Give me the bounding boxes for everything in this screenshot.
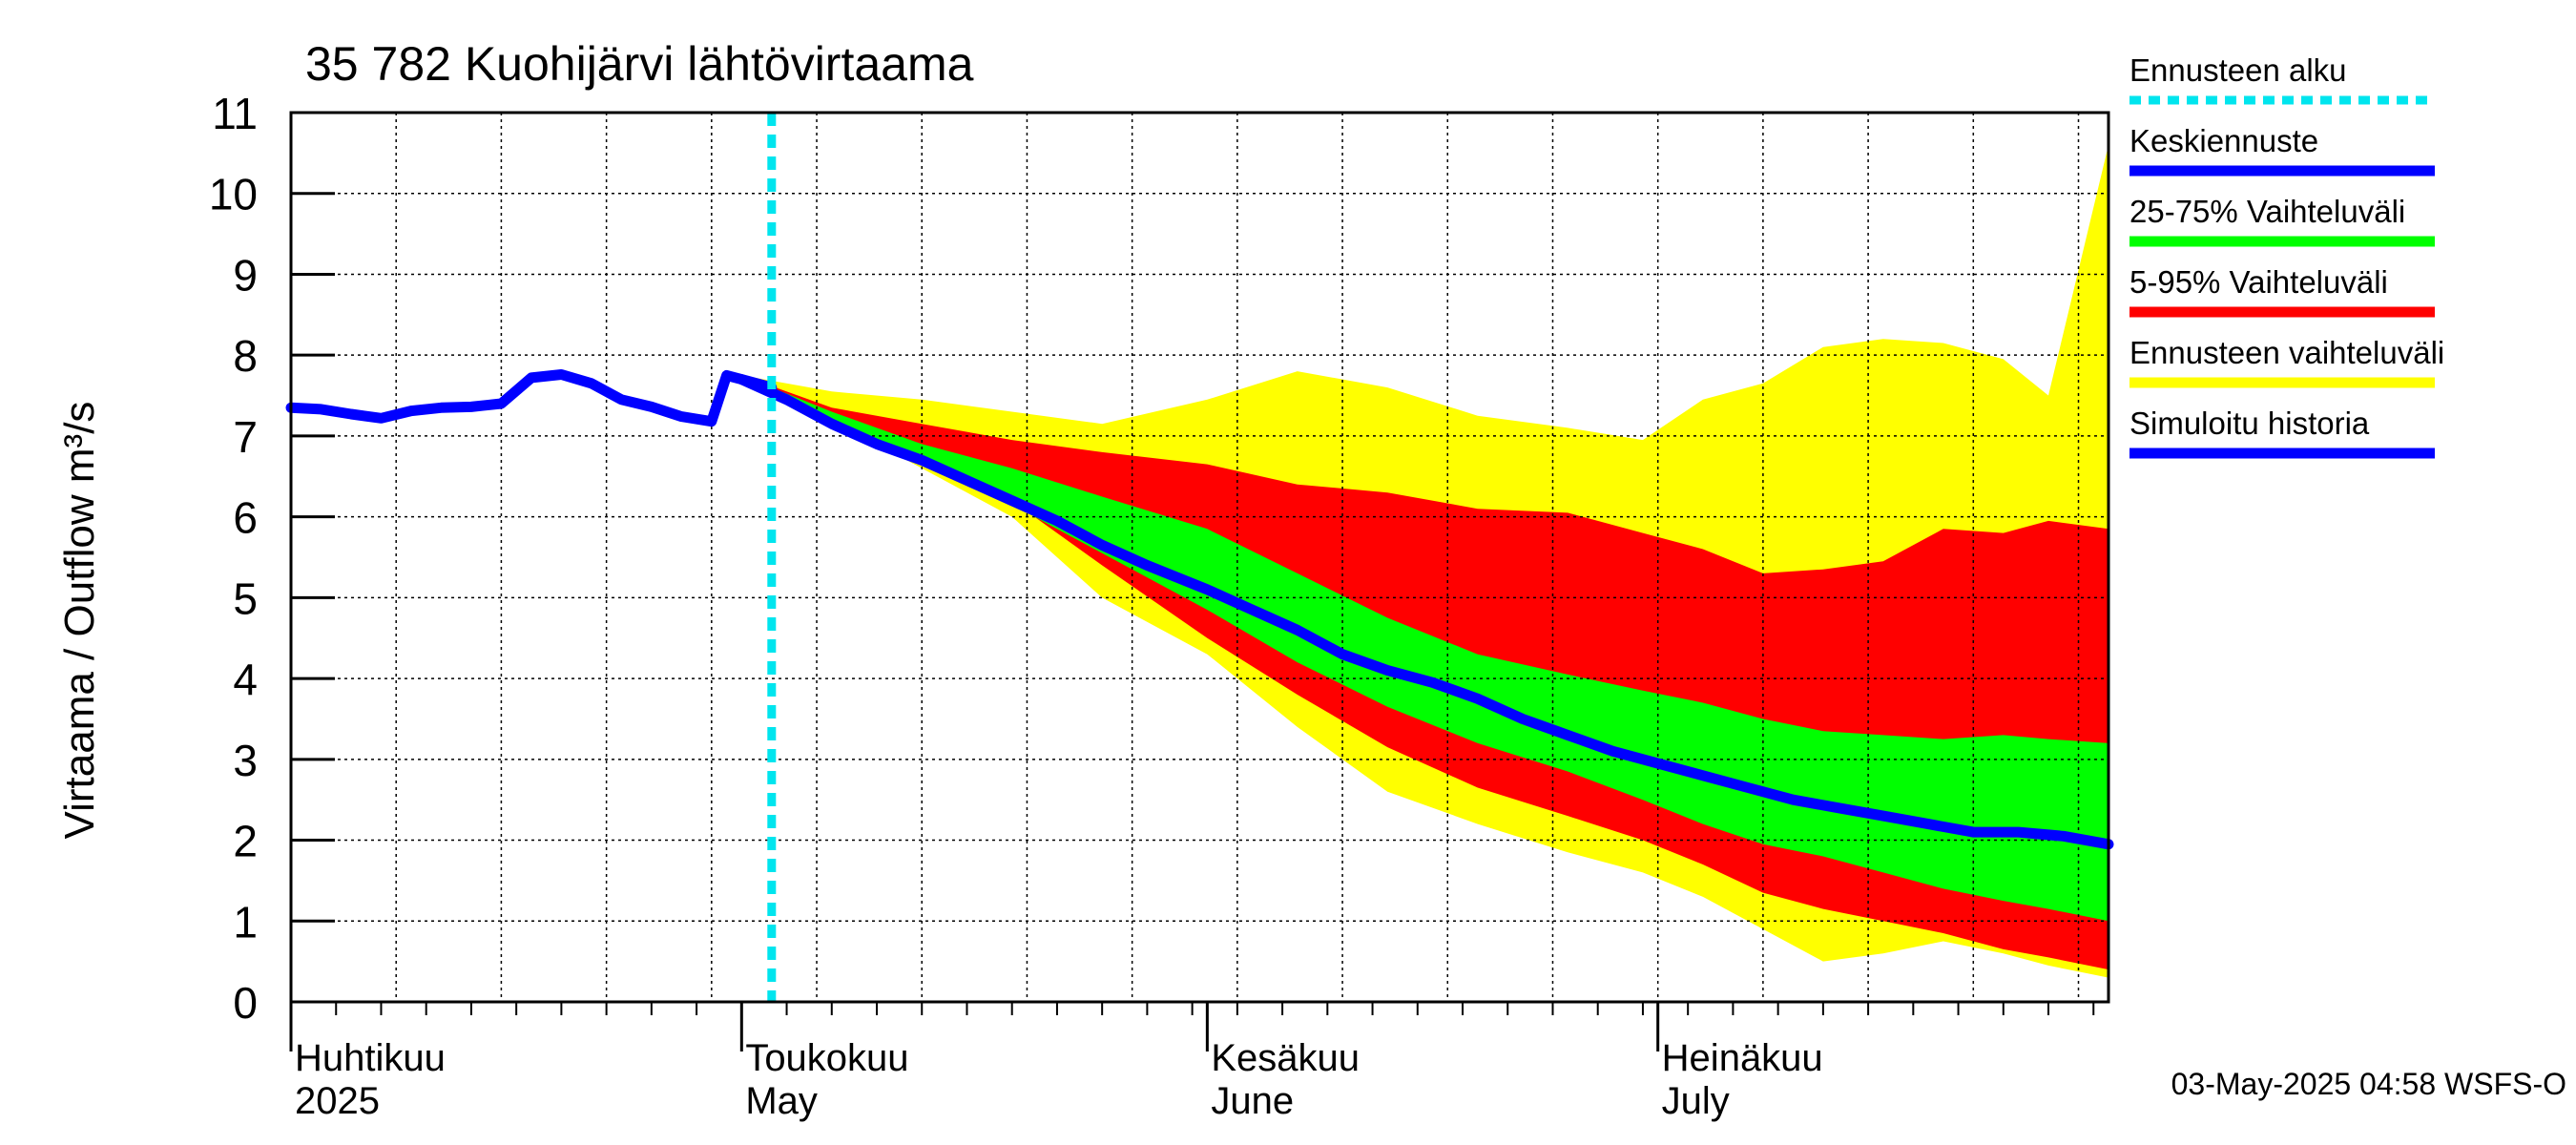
history-line [285,369,778,427]
chart-title: 35 782 Kuohijärvi lähtövirtaama [305,37,974,91]
forecast-bands [741,144,2109,978]
month-label-fi: Heinäkuu [1662,1037,1823,1079]
x-axis-ticks [289,1002,2095,1051]
y-tick-label: 1 [233,897,258,947]
legend-label: Keskiennuste [2129,123,2318,158]
month-label-en: July [1662,1080,1730,1122]
y-tick-label: 4 [233,655,258,704]
legend: Ennusteen alku Keskiennuste 25-75% Vaihtel… [2129,52,2444,459]
month-label-en: 2025 [295,1080,380,1122]
y-tick-label: 9 [233,250,258,300]
month-label-fi: Huhtikuu [295,1037,446,1079]
y-tick-label: 7 [233,412,258,462]
y-tick-label: 5 [233,573,258,623]
y-tick-label: 11 [212,89,258,138]
y-tick-label: 2 [233,817,258,866]
y-tick-label: 10 [209,170,258,219]
plot-border [289,111,2110,1004]
y-tick-label: 8 [233,331,258,381]
plot-frame [289,111,2110,1004]
iqr-band [741,375,2109,922]
month-label-fi: Kesäkuu [1211,1037,1360,1079]
legend-label: Simuloitu historia [2129,406,2370,441]
data-lines [285,113,2114,1002]
y-tick-label: 6 [233,493,258,543]
legend-label: Ennusteen vaihteluväli [2129,335,2444,370]
legend-label: 5-95% Vaihteluväli [2129,264,2388,300]
month-label-en: May [745,1080,818,1122]
y-axis-label: Virtaama / Outflow m³/s [56,402,103,840]
legend-label: 25-75% Vaihteluväli [2129,194,2405,229]
legend-label: Ennusteen alku [2129,52,2347,88]
month-label-en: June [1211,1080,1294,1122]
footer-timestamp: 03-May-2025 04:58 WSFS-O [2171,1067,2566,1101]
y-tick-label: 0 [233,978,258,1028]
median-forecast-line [736,374,2114,850]
month-label-fi: Toukokuu [745,1037,908,1079]
y-tick-label: 3 [233,736,258,785]
grid-lines [290,113,2109,1002]
y-axis-ticks: 0 1 2 3 4 5 6 7 8 9 10 11 [209,89,335,1028]
